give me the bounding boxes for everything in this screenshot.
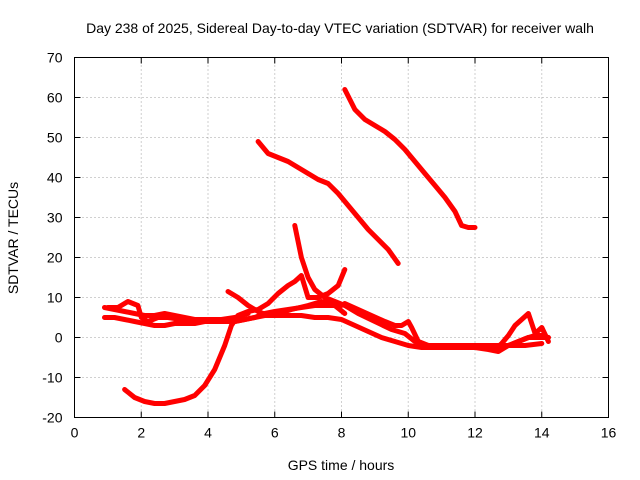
- y-tick-label: 60: [47, 90, 63, 106]
- y-tick-label: 40: [47, 170, 63, 186]
- x-tick-label: 14: [534, 425, 550, 441]
- data-series-arc-7: [105, 299, 251, 324]
- grid: [74, 57, 609, 418]
- y-tick-label: 0: [55, 330, 63, 346]
- x-tick-label: 4: [204, 425, 212, 441]
- data-series-group: [102, 87, 551, 406]
- y-tick-label: 50: [47, 130, 63, 146]
- x-tick-label: 12: [467, 425, 483, 441]
- axis-ticks: 0 2 4 6 8 10 12 14 16 -20 -10 0 10 20 30 40 50 60 70: [42, 50, 616, 441]
- x-tick-label: 16: [601, 425, 617, 441]
- data-series-arc-2: [255, 139, 401, 266]
- data-series-arc-3: [122, 267, 348, 406]
- x-tick-label: 0: [71, 425, 79, 441]
- y-tick-label: 70: [47, 50, 63, 66]
- y-tick-label: 20: [47, 250, 63, 266]
- data-series-arc-9: [342, 301, 551, 348]
- x-tick-label: 8: [338, 425, 346, 441]
- x-tick-label: 10: [400, 425, 416, 441]
- data-series-arc-5: [102, 313, 551, 354]
- y-tick-label: 30: [47, 210, 63, 226]
- chart-title: Day 238 of 2025, Sidereal Day-to-day VTE…: [86, 20, 594, 36]
- y-axis-label: SDTVAR / TECUs: [5, 182, 21, 294]
- x-tick-label: 6: [271, 425, 279, 441]
- y-tick-label: -20: [42, 410, 62, 426]
- data-series-arc-4: [292, 223, 545, 350]
- data-series-arc-8: [225, 289, 348, 318]
- data-series-arc-1: [342, 87, 478, 230]
- y-tick-label: 10: [47, 290, 63, 306]
- data-series-arc-10: [492, 311, 551, 352]
- x-tick-label: 2: [137, 425, 145, 441]
- x-axis-label: GPS time / hours: [288, 457, 395, 473]
- y-tick-label: -10: [42, 370, 62, 386]
